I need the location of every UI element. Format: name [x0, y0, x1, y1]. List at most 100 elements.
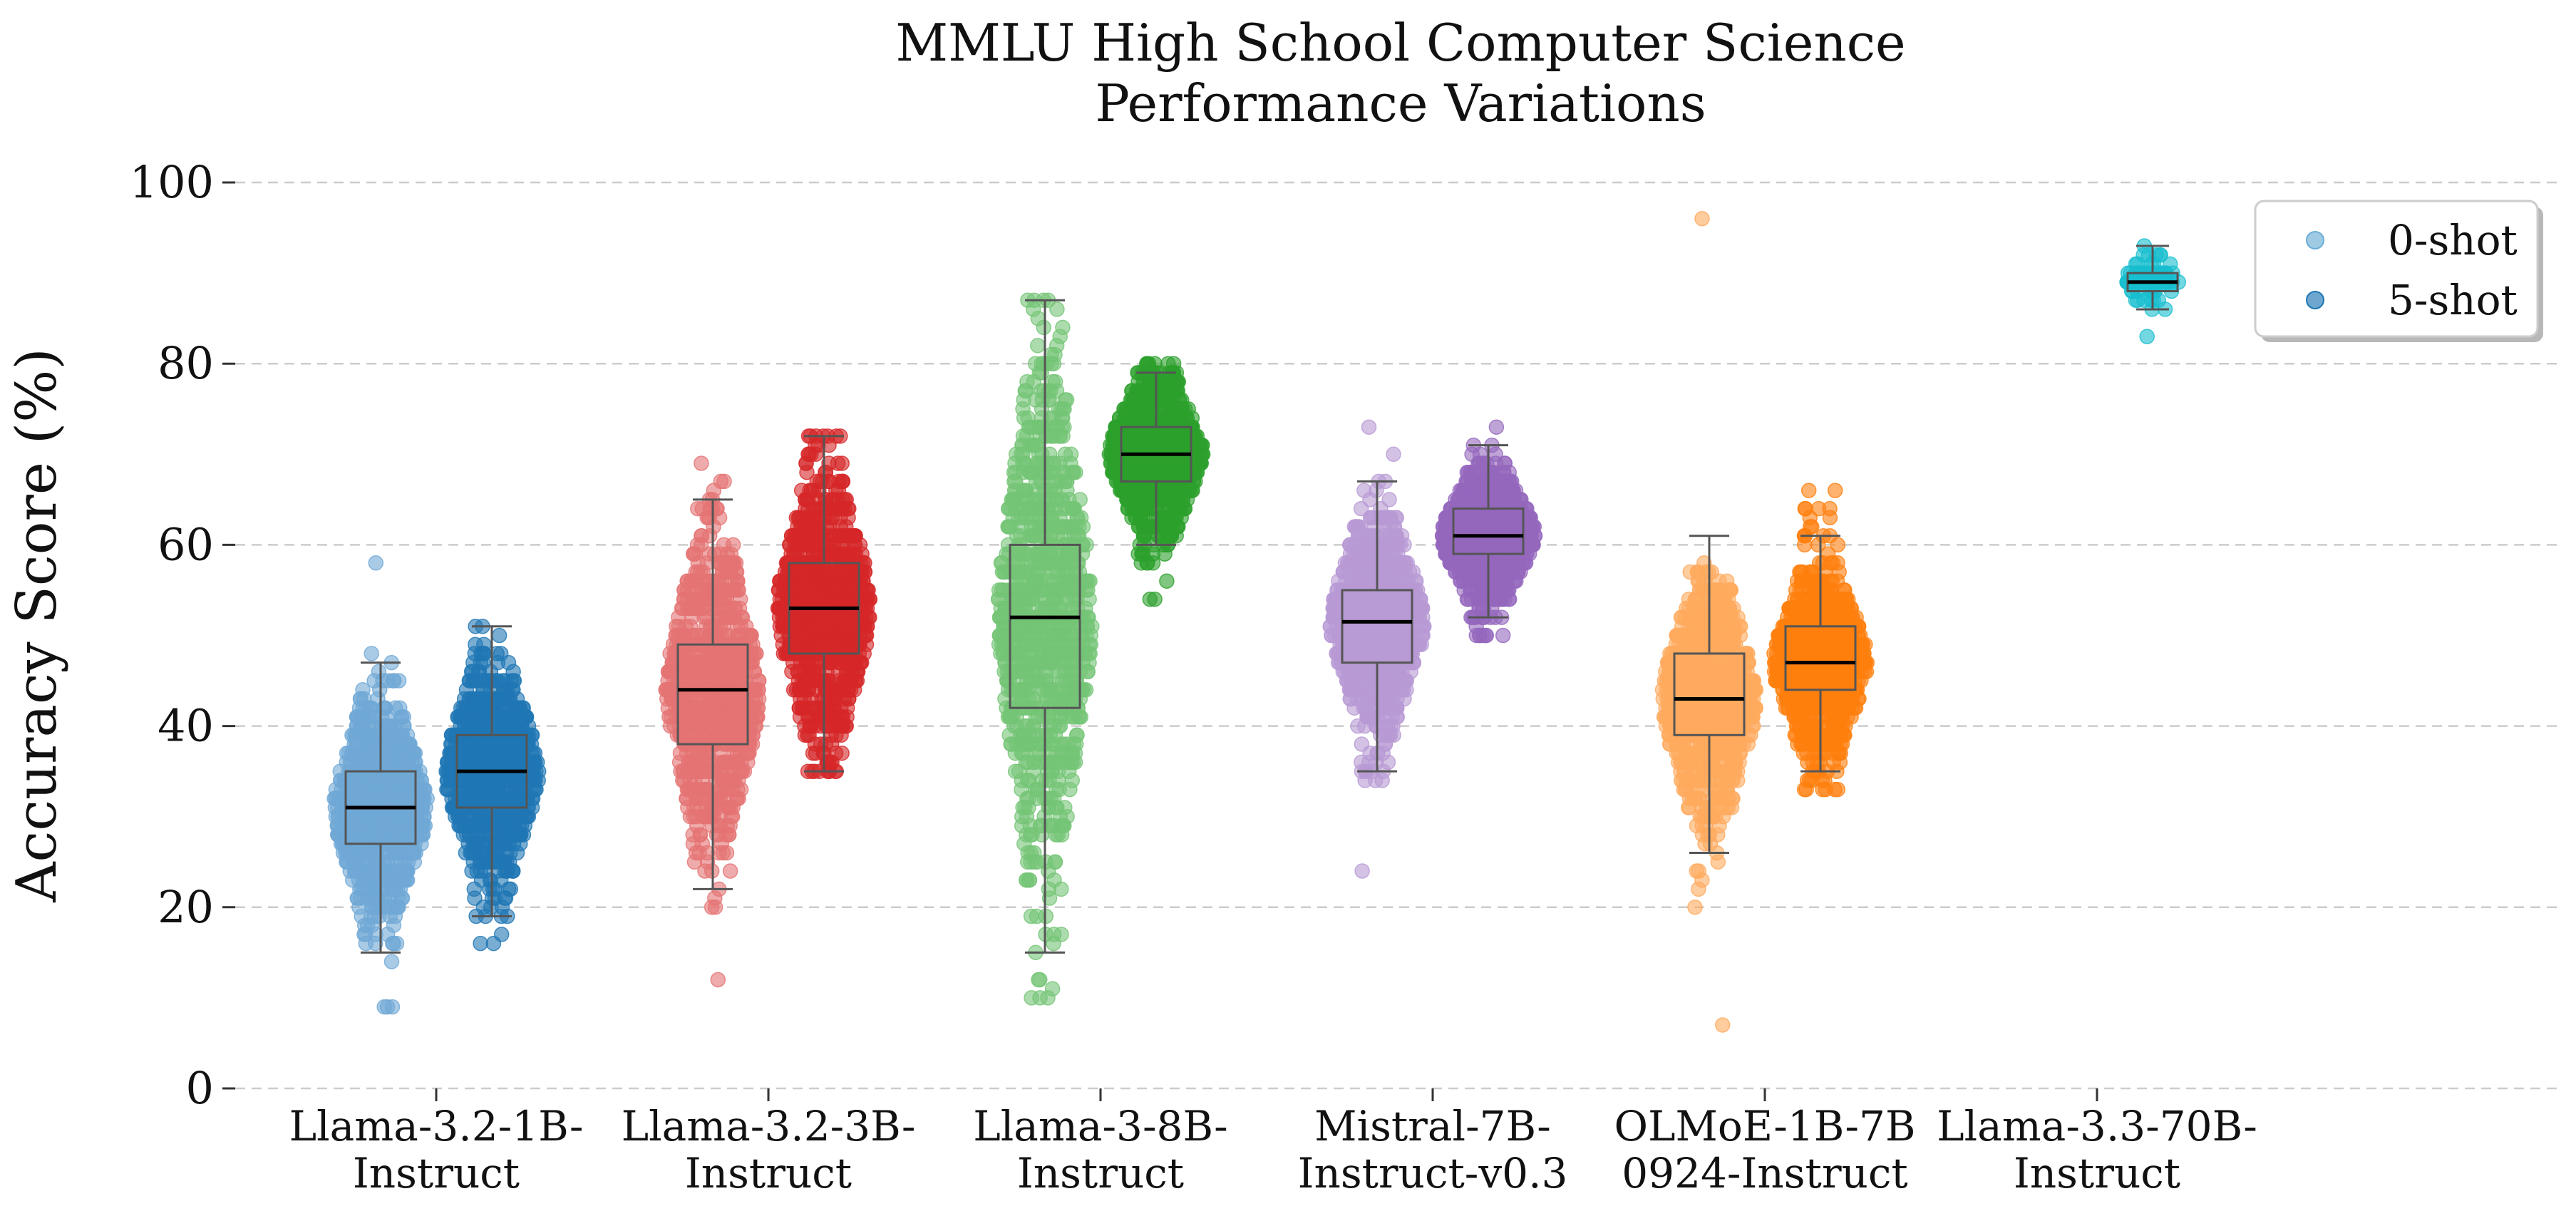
y-tick-label: 20: [158, 881, 214, 933]
data-point: [847, 546, 864, 562]
data-point: [490, 691, 507, 707]
data-point: [371, 664, 387, 680]
data-point: [1015, 745, 1031, 761]
data-point: [376, 700, 392, 716]
data-point: [681, 781, 696, 798]
data-point: [500, 654, 517, 671]
data-point: [481, 673, 497, 689]
data-point: [801, 446, 817, 463]
data-point: [1047, 854, 1063, 870]
data-point: [440, 781, 456, 798]
model-group: [326, 555, 547, 1015]
data-point: [1026, 527, 1041, 544]
data-point: [1014, 773, 1030, 788]
data-point: [991, 591, 1006, 607]
chart-title-line-1: MMLU High School Computer Science: [895, 13, 1905, 73]
data-point: [386, 935, 401, 952]
data-point: [503, 881, 519, 897]
data-point: [1053, 881, 1069, 897]
data-point: [1017, 383, 1033, 399]
data-point: [702, 582, 718, 598]
data-point: [491, 627, 508, 644]
y-tick-label: 0: [186, 1062, 214, 1114]
data-point: [369, 736, 386, 752]
data-point: [518, 709, 534, 725]
data-point: [690, 500, 706, 517]
data-point: [1030, 338, 1046, 354]
series-0-shot: [326, 555, 435, 1015]
data-point: [1054, 492, 1071, 507]
data-point: [1029, 854, 1045, 870]
data-point: [457, 700, 473, 716]
chart-title-line-2: Performance Variations: [1095, 73, 1706, 133]
data-point: [1018, 483, 1034, 498]
data-point: [1023, 500, 1039, 517]
data-point: [799, 464, 815, 480]
data-point: [349, 854, 364, 870]
data-point: [1050, 773, 1066, 788]
data-point: [473, 935, 488, 952]
data-point: [1032, 990, 1048, 1006]
data-point: [673, 763, 689, 779]
data-point: [1028, 781, 1044, 798]
data-point: [714, 609, 730, 625]
data-point: [838, 718, 854, 734]
data-point: [1021, 872, 1037, 888]
data-point: [472, 854, 488, 870]
data-point: [818, 537, 834, 553]
data-point: [1078, 537, 1094, 553]
series-5-shot: [1101, 356, 1211, 607]
data-point: [462, 808, 478, 825]
data-point: [734, 763, 751, 779]
plot-area: [326, 211, 2187, 1033]
series-5-shot: [438, 619, 547, 952]
data-point: [1022, 437, 1038, 453]
data-point: [471, 700, 487, 716]
data-point: [1039, 464, 1054, 480]
data-point: [404, 745, 421, 761]
data-point: [694, 527, 709, 544]
data-point: [831, 527, 847, 544]
data-point: [468, 836, 485, 852]
data-point: [1055, 464, 1071, 480]
data-point: [1019, 718, 1036, 734]
data-point: [823, 727, 839, 743]
data-point: [477, 818, 493, 834]
y-axis-label: Accuracy Score (%): [5, 348, 69, 903]
box: [1009, 543, 1081, 709]
grid-lines: [235, 181, 2559, 1090]
data-point: [1003, 709, 1019, 725]
data-point: [733, 781, 749, 798]
data-point: [398, 872, 413, 888]
y-tick-label: 60: [158, 518, 214, 570]
data-point: [830, 546, 846, 562]
data-point: [782, 537, 798, 553]
data-point: [1031, 972, 1046, 988]
data-point: [788, 682, 805, 698]
data-point: [1046, 935, 1061, 952]
data-point: [1001, 727, 1017, 743]
data-point: [349, 736, 365, 752]
data-point: [1033, 419, 1049, 435]
data-point: [679, 591, 695, 607]
data-point: [799, 492, 815, 507]
data-point: [499, 709, 515, 725]
data-point: [482, 872, 498, 888]
data-point: [793, 519, 809, 535]
data-point: [415, 790, 431, 807]
data-point: [828, 745, 844, 761]
data-point: [800, 727, 815, 743]
data-point: [485, 935, 502, 952]
data-point: [806, 664, 823, 680]
data-point: [392, 700, 408, 716]
model-group: [991, 292, 1211, 1006]
data-point: [716, 537, 732, 553]
data-point: [354, 908, 369, 924]
data-point: [467, 890, 483, 906]
data-point: [349, 709, 365, 725]
model-group: [658, 428, 878, 988]
series-0-shot: [991, 292, 1100, 1006]
data-point: [1033, 818, 1049, 834]
data-point: [722, 863, 738, 879]
